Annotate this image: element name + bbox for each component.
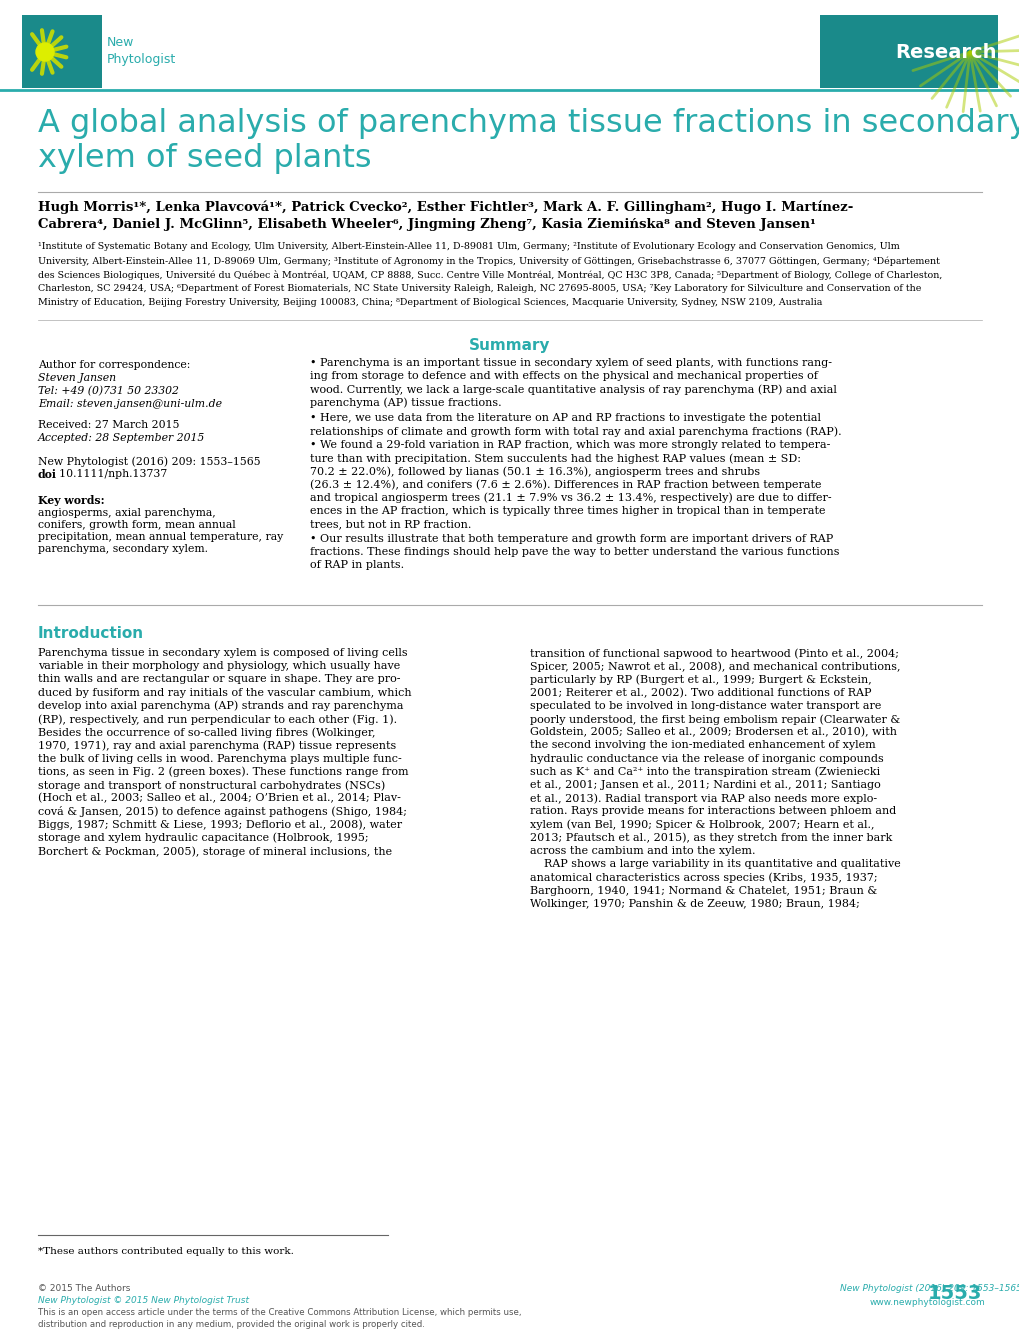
Text: xylem (van Bel, 1990; Spicer & Holbrook, 2007; Hearn et al.,: xylem (van Bel, 1990; Spicer & Holbrook,… (530, 820, 873, 831)
Text: • Parenchyma is an important tissue in secondary xylem of seed plants, with func: • Parenchyma is an important tissue in s… (310, 358, 832, 369)
Text: particularly by RP (Burgert et al., 1999; Burgert & Eckstein,: particularly by RP (Burgert et al., 1999… (530, 674, 871, 685)
Text: Charleston, SC 29424, USA; ⁶Department of Forest Biomaterials, NC State Universi: Charleston, SC 29424, USA; ⁶Department o… (38, 284, 920, 293)
Text: RAP shows a large variability in its quantitative and qualitative: RAP shows a large variability in its qua… (530, 859, 900, 870)
Text: ration. Rays provide means for interactions between phloem and: ration. Rays provide means for interacti… (530, 807, 896, 816)
Text: Spicer, 2005; Nawrot et al., 2008), and mechanical contributions,: Spicer, 2005; Nawrot et al., 2008), and … (530, 661, 900, 671)
Text: such as K⁺ and Ca²⁺ into the transpiration stream (Zwieniecki: such as K⁺ and Ca²⁺ into the transpirati… (530, 766, 879, 777)
Text: et al., 2001; Jansen et al., 2011; Nardini et al., 2011; Santiago: et al., 2001; Jansen et al., 2011; Nardi… (530, 780, 879, 791)
Text: doi: doi (38, 469, 57, 480)
Text: New Phytologist (2016) 209: 1553–1565: New Phytologist (2016) 209: 1553–1565 (840, 1284, 1019, 1293)
Text: 1553: 1553 (926, 1284, 981, 1302)
Text: Parenchyma tissue in secondary xylem is composed of living cells: Parenchyma tissue in secondary xylem is … (38, 649, 408, 658)
Text: fractions. These findings should help pave the way to better understand the vari: fractions. These findings should help pa… (310, 547, 839, 557)
Text: Steven Jansen: Steven Jansen (38, 373, 116, 383)
Text: the second involving the ion-mediated enhancement of xylem: the second involving the ion-mediated en… (530, 741, 875, 750)
Text: Accepted: 28 September 2015: Accepted: 28 September 2015 (38, 433, 205, 444)
Text: Ministry of Education, Beijing Forestry University, Beijing 100083, China; ⁸Depa: Ministry of Education, Beijing Forestry … (38, 297, 821, 307)
Text: www.newphytologist.com: www.newphytologist.com (869, 1298, 984, 1306)
Text: conifers, growth form, mean annual: conifers, growth form, mean annual (38, 520, 235, 531)
Text: Hugh Morris¹*, Lenka Plavcová¹*, Patrick Cvecko², Esther Fichtler³, Mark A. F. G: Hugh Morris¹*, Lenka Plavcová¹*, Patrick… (38, 200, 853, 213)
Text: precipitation, mean annual temperature, ray: precipitation, mean annual temperature, … (38, 532, 283, 541)
Text: parenchyma (AP) tissue fractions.: parenchyma (AP) tissue fractions. (310, 398, 501, 409)
Bar (22, 15, 102, 88)
Text: Author for correspondence:: Author for correspondence: (38, 360, 191, 370)
Text: distribution and reproduction in any medium, provided the original work is prope: distribution and reproduction in any med… (38, 1320, 425, 1329)
Text: parenchyma, secondary xylem.: parenchyma, secondary xylem. (38, 544, 208, 553)
Text: Introduction: Introduction (38, 626, 144, 641)
Text: Goldstein, 2005; Salleo et al., 2009; Brodersen et al., 2010), with: Goldstein, 2005; Salleo et al., 2009; Br… (530, 728, 896, 737)
Text: storage and xylem hydraulic capacitance (Holbrook, 1995;: storage and xylem hydraulic capacitance … (38, 832, 368, 843)
Text: ¹Institute of Systematic Botany and Ecology, Ulm University, Albert-Einstein-All: ¹Institute of Systematic Botany and Ecol… (38, 243, 899, 251)
Text: • Our results illustrate that both temperature and growth form are important dri: • Our results illustrate that both tempe… (310, 535, 833, 544)
Text: Wolkinger, 1970; Panshin & de Zeeuw, 1980; Braun, 1984;: Wolkinger, 1970; Panshin & de Zeeuw, 198… (530, 899, 859, 909)
Text: Biggs, 1987; Schmitt & Liese, 1993; Deflorio et al., 2008), water: Biggs, 1987; Schmitt & Liese, 1993; Defl… (38, 820, 401, 831)
Text: wood. Currently, we lack a large-scale quantitative analysis of ray parenchyma (: wood. Currently, we lack a large-scale q… (310, 385, 836, 395)
Text: trees, but not in RP fraction.: trees, but not in RP fraction. (310, 519, 471, 529)
Text: (Hoch et al., 2003; Salleo et al., 2004; O’Brien et al., 2014; Plav-: (Hoch et al., 2003; Salleo et al., 2004;… (38, 793, 400, 804)
Text: duced by fusiform and ray initials of the vascular cambium, which: duced by fusiform and ray initials of th… (38, 687, 412, 698)
Bar (819, 15, 997, 88)
Text: ture than with precipitation. Stem succulents had the highest RAP values (mean ±: ture than with precipitation. Stem succu… (310, 453, 800, 464)
Text: Summary: Summary (469, 338, 550, 352)
Text: © 2015 The Authors: © 2015 The Authors (38, 1284, 130, 1293)
Text: 1970, 1971), ray and axial parenchyma (RAP) tissue represents: 1970, 1971), ray and axial parenchyma (R… (38, 741, 395, 750)
Text: Borchert & Pockman, 2005), storage of mineral inclusions, the: Borchert & Pockman, 2005), storage of mi… (38, 846, 391, 856)
Text: thin walls and are rectangular or square in shape. They are pro-: thin walls and are rectangular or square… (38, 674, 400, 685)
Text: Barghoorn, 1940, 1941; Normand & Chatelet, 1951; Braun &: Barghoorn, 1940, 1941; Normand & Chatele… (530, 886, 876, 895)
Text: *These authors contributed equally to this work.: *These authors contributed equally to th… (38, 1248, 293, 1256)
Text: Email: steven.jansen@uni-ulm.de: Email: steven.jansen@uni-ulm.de (38, 399, 222, 409)
Text: xylem of seed plants: xylem of seed plants (38, 143, 371, 174)
Text: across the cambium and into the xylem.: across the cambium and into the xylem. (530, 846, 755, 856)
Text: anatomical characteristics across species (Kribs, 1935, 1937;: anatomical characteristics across specie… (530, 872, 876, 883)
Text: : 10.1111/nph.13737: : 10.1111/nph.13737 (52, 469, 167, 478)
Text: and tropical angiosperm trees (21.1 ± 7.9% vs 36.2 ± 13.4%, respectively) are du: and tropical angiosperm trees (21.1 ± 7.… (310, 493, 830, 504)
Text: of RAP in plants.: of RAP in plants. (310, 560, 404, 571)
Text: relationships of climate and growth form with total ray and axial parenchyma fra: relationships of climate and growth form… (310, 426, 841, 437)
Text: et al., 2013). Radial transport via RAP also needs more explo-: et al., 2013). Radial transport via RAP … (530, 793, 876, 804)
Text: transition of functional sapwood to heartwood (Pinto et al., 2004;: transition of functional sapwood to hear… (530, 649, 898, 658)
Text: (RP), respectively, and run perpendicular to each other (Fig. 1).: (RP), respectively, and run perpendicula… (38, 714, 396, 725)
Text: cová & Jansen, 2015) to defence against pathogens (Shigo, 1984;: cová & Jansen, 2015) to defence against … (38, 807, 407, 817)
Text: the bulk of living cells in wood. Parenchyma plays multiple func-: the bulk of living cells in wood. Parenc… (38, 753, 401, 764)
Text: Research: Research (894, 43, 996, 62)
Circle shape (36, 43, 54, 62)
Text: Tel: +49 (0)731 50 23302: Tel: +49 (0)731 50 23302 (38, 386, 178, 397)
Text: hydraulic conductance via the release of inorganic compounds: hydraulic conductance via the release of… (530, 753, 882, 764)
Text: A global analysis of parenchyma tissue fractions in secondary: A global analysis of parenchyma tissue f… (38, 109, 1019, 139)
Text: 70.2 ± 22.0%), followed by lianas (50.1 ± 16.3%), angiosperm trees and shrubs: 70.2 ± 22.0%), followed by lianas (50.1 … (310, 466, 759, 477)
Text: New Phytologist © 2015 New Phytologist Trust: New Phytologist © 2015 New Phytologist T… (38, 1296, 249, 1305)
Text: Cabrera⁴, Daniel J. McGlinn⁵, Elisabeth Wheeler⁶, Jingming Zheng⁷, Kasia Ziemińs: Cabrera⁴, Daniel J. McGlinn⁵, Elisabeth … (38, 218, 815, 230)
Text: Phytologist: Phytologist (107, 54, 176, 67)
Text: This is an open access article under the terms of the Creative Commons Attributi: This is an open access article under the… (38, 1308, 521, 1317)
Text: ences in the AP fraction, which is typically three times higher in tropical than: ences in the AP fraction, which is typic… (310, 507, 824, 516)
Text: New Phytologist (2016) 209: 1553–1565: New Phytologist (2016) 209: 1553–1565 (38, 456, 261, 466)
Text: speculated to be involved in long-distance water transport are: speculated to be involved in long-distan… (530, 701, 880, 710)
Text: Key words:: Key words: (38, 494, 105, 507)
Text: Received: 27 March 2015: Received: 27 March 2015 (38, 419, 179, 430)
Text: 2001; Reiterer et al., 2002). Two additional functions of RAP: 2001; Reiterer et al., 2002). Two additi… (530, 687, 870, 698)
Text: des Sciences Biologiques, Université du Québec à Montréal, UQAM, CP 8888, Succ. : des Sciences Biologiques, Université du … (38, 269, 942, 280)
Text: tions, as seen in Fig. 2 (green boxes). These functions range from: tions, as seen in Fig. 2 (green boxes). … (38, 766, 409, 777)
Text: • Here, we use data from the literature on AP and RP fractions to investigate th: • Here, we use data from the literature … (310, 413, 820, 423)
Text: poorly understood, the first being embolism repair (Clearwater &: poorly understood, the first being embol… (530, 714, 900, 725)
Text: (26.3 ± 12.4%), and conifers (7.6 ± 2.6%). Differences in RAP fraction between t: (26.3 ± 12.4%), and conifers (7.6 ± 2.6%… (310, 480, 820, 490)
Text: 2013; Pfautsch et al., 2015), as they stretch from the inner bark: 2013; Pfautsch et al., 2015), as they st… (530, 832, 892, 843)
Text: • We found a 29-fold variation in RAP fraction, which was more strongly related : • We found a 29-fold variation in RAP fr… (310, 440, 829, 450)
Text: storage and transport of nonstructural carbohydrates (NSCs): storage and transport of nonstructural c… (38, 780, 385, 791)
Text: ing from storage to defence and with effects on the physical and mechanical prop: ing from storage to defence and with eff… (310, 371, 817, 381)
Text: New: New (107, 35, 135, 48)
Text: Besides the occurrence of so-called living fibres (Wolkinger,: Besides the occurrence of so-called livi… (38, 728, 375, 738)
Text: angiosperms, axial parenchyma,: angiosperms, axial parenchyma, (38, 508, 216, 519)
Text: University, Albert-Einstein-Allee 11, D-89069 Ulm, Germany; ³Institute of Agrono: University, Albert-Einstein-Allee 11, D-… (38, 256, 938, 265)
Text: develop into axial parenchyma (AP) strands and ray parenchyma: develop into axial parenchyma (AP) stran… (38, 701, 404, 712)
Text: variable in their morphology and physiology, which usually have: variable in their morphology and physiol… (38, 661, 399, 671)
